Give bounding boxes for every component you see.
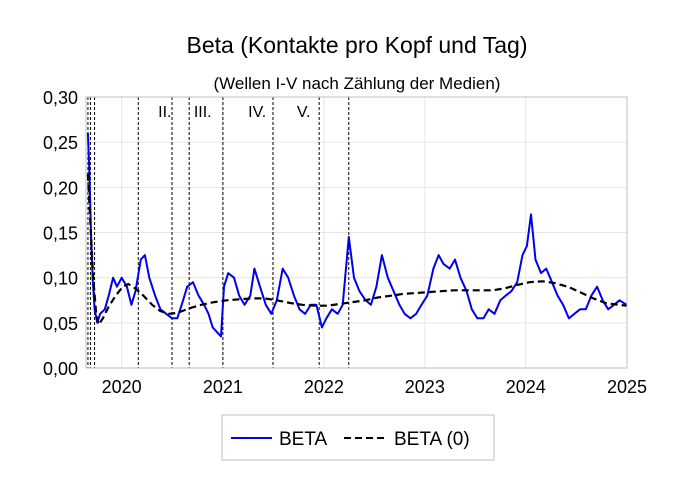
wave-label: III. — [194, 104, 212, 121]
grid — [86, 96, 628, 369]
y-tick-label: 0,20 — [43, 178, 78, 198]
x-tick-label: 2022 — [304, 377, 344, 397]
y-tick-label: 0,25 — [43, 133, 78, 153]
wave-boundaries — [87, 97, 350, 368]
chart-subtitle: (Wellen I-V nach Zählung der Medien) — [214, 74, 501, 93]
x-axis-ticks: 2020 2021 2022 2023 2024 2025 — [102, 377, 647, 397]
y-axis-ticks: 0,00 0,05 0,10 0,15 0,20 0,25 0,30 — [43, 88, 78, 379]
x-tick-label: 2024 — [506, 377, 546, 397]
x-tick-label: 2020 — [102, 377, 142, 397]
y-tick-label: 0,00 — [43, 359, 78, 379]
wave-labels: II. III. IV. V. — [158, 104, 310, 121]
y-tick-label: 0,30 — [43, 88, 78, 108]
y-tick-label: 0,05 — [43, 314, 78, 334]
y-tick-label: 0,10 — [43, 269, 78, 289]
y-tick-label: 0,15 — [43, 224, 78, 244]
legend-label-beta-0: BETA (0) — [394, 429, 470, 450]
plot-frame — [85, 96, 628, 369]
series-line-beta — [86, 133, 628, 338]
wave-label: II. — [158, 104, 171, 121]
x-tick-label: 2023 — [405, 377, 445, 397]
wave-label: IV. — [248, 104, 266, 121]
wave-label: V. — [297, 104, 311, 121]
x-tick-label: 2021 — [203, 377, 243, 397]
legend-label-beta: BETA — [279, 429, 328, 450]
series-layer — [86, 133, 628, 338]
x-tick-label: 2025 — [607, 377, 647, 397]
series-line-beta-0 — [86, 173, 627, 326]
chart-title: Beta (Kontakte pro Kopf und Tag) — [187, 32, 528, 58]
